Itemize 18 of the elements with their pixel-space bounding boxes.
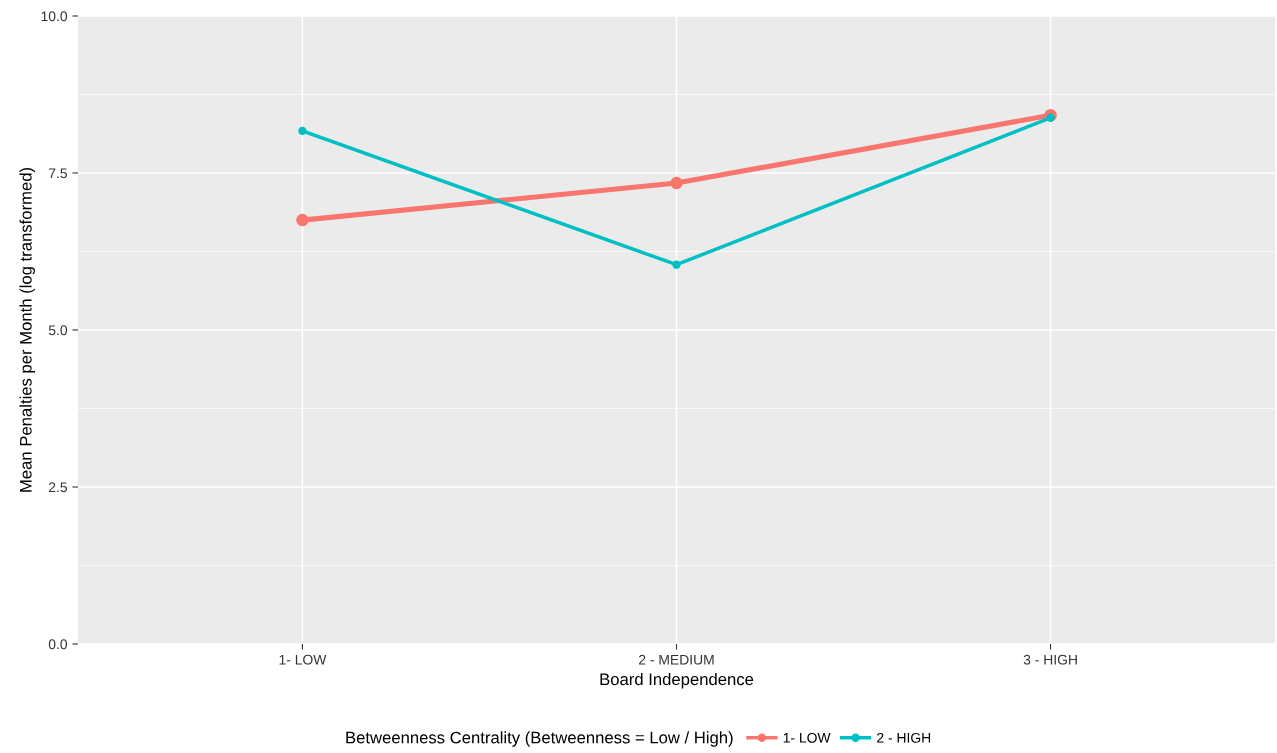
point [1046,113,1055,122]
x-tick-label: 3 - HIGH [1023,654,1077,665]
y-tick-label: 10.0 [41,11,68,22]
y-tick-label: 5.0 [48,325,68,336]
legend-title: Betweenness Centrality (Betweenness = Low / High) [346,731,733,747]
x-axis-title: Board Independence [600,672,754,689]
x-tick-label: 2 - MEDIUM [639,654,714,665]
legend-label: 1- LOW [783,732,831,743]
point [298,126,307,136]
point [296,213,309,227]
legend-label: 2 - HIGH [877,732,931,743]
y-tick-label: 7.5 [48,168,67,179]
y-tick-label: 0.0 [48,639,68,650]
y-tick-label: 2.5 [48,482,67,493]
point [672,260,681,269]
point [670,176,683,190]
x-tick-label: 1- LOW [279,654,327,665]
y-axis-title: Mean Penalties per Month (log transformed) [19,167,35,492]
